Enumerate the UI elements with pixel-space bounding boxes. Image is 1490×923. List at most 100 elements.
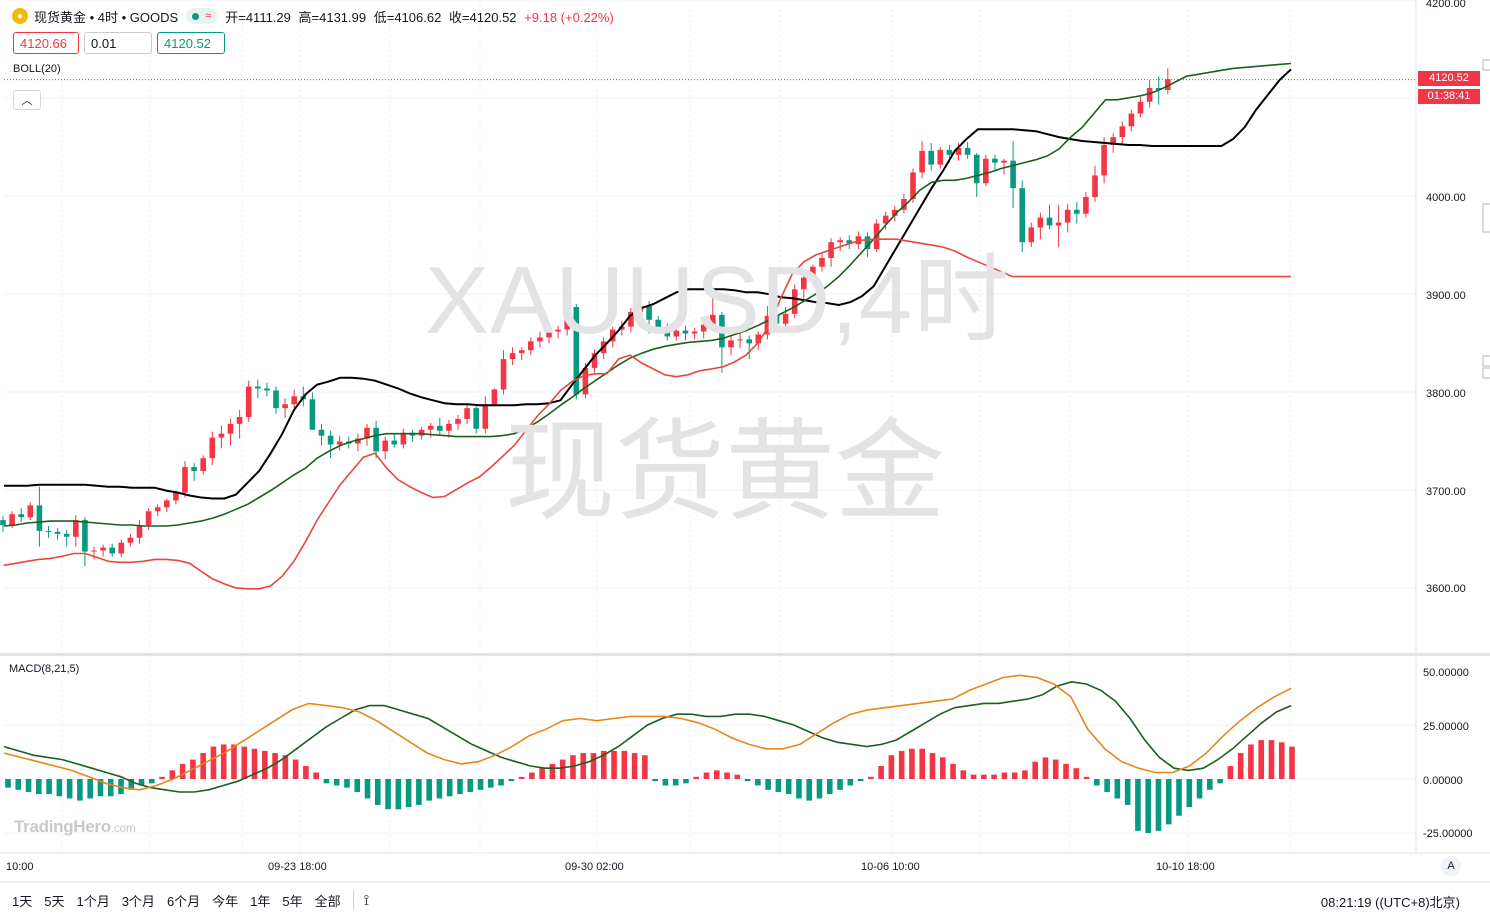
candle — [837, 237, 843, 252]
candle — [928, 143, 934, 171]
macd-histogram-bar — [970, 774, 977, 779]
candle-body — [1146, 88, 1153, 102]
candle — [191, 463, 197, 481]
candle-body — [164, 500, 170, 508]
candle — [728, 335, 734, 356]
timezone-clock[interactable]: 08:21:19 ((UTC+8)北京) — [1320, 895, 1460, 910]
candle-body — [191, 467, 197, 471]
candle-body — [919, 150, 925, 173]
candle — [364, 423, 370, 446]
macd-histogram-bar — [888, 755, 895, 779]
candle-body — [928, 150, 934, 165]
macd-histogram-bar — [313, 772, 319, 779]
timeframe-5d[interactable]: 5天 — [44, 893, 65, 909]
macd-histogram-bar — [66, 779, 73, 799]
symbol-legend: ● 现货黄金 • 4时 • GOODS ≈ 开=4111.29 高=4131.9… — [12, 6, 618, 26]
macd-histogram-bar — [991, 774, 997, 779]
candle — [391, 433, 398, 448]
boll-legend[interactable]: BOLL(20) — [13, 63, 61, 75]
macd-histogram-bar — [816, 779, 823, 799]
macd-histogram-bar — [395, 779, 402, 810]
timeframe-1m[interactable]: 1个月 — [76, 893, 110, 909]
macd-histogram-bar — [354, 779, 361, 792]
macd-histogram-bar — [806, 779, 813, 801]
candle-body — [100, 547, 106, 551]
candle — [45, 525, 52, 538]
candle-body — [1055, 222, 1062, 226]
candle-body — [1137, 101, 1144, 114]
macd-histogram-bar — [826, 779, 833, 795]
compare-range-icon[interactable]: ⟟ — [363, 891, 370, 909]
macd-histogram-bar — [1135, 779, 1141, 831]
auto-scale-button[interactable]: A — [1441, 856, 1461, 876]
macd-histogram-bar — [87, 779, 93, 799]
candle — [127, 533, 134, 547]
candle — [282, 398, 288, 418]
candle — [446, 419, 452, 438]
macd-histogram-bar — [467, 779, 474, 792]
macd-histogram-bar — [1063, 763, 1069, 779]
macd-histogram-bar — [1083, 776, 1090, 779]
side-panel-tab — [1482, 367, 1490, 379]
macd-histogram-bar — [5, 779, 11, 788]
symbol-title[interactable]: 现货黄金 • 4时 • GOODS — [34, 9, 179, 25]
timeframe-6m[interactable]: 6个月 — [166, 893, 201, 909]
candle-body — [1046, 217, 1053, 226]
candle — [154, 504, 161, 517]
macd-histogram-bar — [734, 774, 741, 779]
timeframe-1y[interactable]: 1年 — [250, 893, 271, 909]
timeframe-all[interactable]: 全部 — [314, 893, 341, 909]
macd-histogram-bar — [919, 748, 926, 779]
candle-body — [837, 240, 843, 243]
timeframe-3m[interactable]: 3个月 — [121, 893, 155, 909]
candle-body — [892, 209, 898, 216]
price-axis-label: 3800.00 — [1426, 388, 1466, 400]
macd-histogram — [5, 740, 1295, 833]
candle-body — [391, 440, 398, 445]
collapse-legend-button[interactable]: ︿ — [13, 90, 41, 110]
time-axis-label: 10-06 10:00 — [861, 861, 920, 873]
pane-separator — [0, 653, 1490, 656]
price-axis-label: 3900.00 — [1426, 290, 1466, 302]
sell-button[interactable]: 4120.66 — [13, 32, 79, 54]
candle-body — [573, 307, 580, 395]
candle — [846, 235, 853, 250]
timeframe-ytd[interactable]: 今年 — [212, 893, 239, 909]
candle — [528, 337, 534, 356]
candle — [719, 311, 725, 373]
macd-line — [3, 680, 1292, 793]
market-status-badge[interactable]: ≈ — [186, 8, 218, 24]
macd-histogram-bar — [179, 763, 186, 779]
candle — [63, 529, 70, 547]
candle-body — [154, 507, 161, 512]
candle — [882, 211, 889, 230]
candle-body — [309, 399, 316, 430]
quantity-input[interactable]: 0.01 — [84, 32, 152, 54]
time-axis-label: 09-30 02:00 — [565, 861, 624, 873]
candle — [1037, 212, 1044, 240]
candle-body — [1119, 126, 1126, 138]
candle — [628, 307, 634, 333]
candle-body — [746, 339, 752, 344]
timeframe-5y[interactable]: 5年 — [282, 893, 303, 909]
macd-histogram-bar — [570, 755, 576, 779]
timeframe-1d[interactable]: 1天 — [12, 893, 33, 909]
macd-histogram-bar — [950, 763, 956, 779]
macd-legend[interactable]: MACD(8,21,5) — [9, 663, 80, 675]
macd-histogram-bar — [600, 750, 607, 779]
candle — [455, 415, 461, 430]
candle-body — [218, 433, 225, 438]
candle-body — [491, 389, 498, 405]
candle — [591, 349, 598, 373]
macd-histogram-bar — [652, 779, 658, 782]
candle — [555, 325, 561, 339]
candle — [318, 423, 325, 446]
boll-lower-line — [3, 238, 1291, 590]
candle — [54, 527, 61, 540]
buy-button[interactable]: 4120.52 — [157, 32, 225, 54]
candle — [382, 436, 388, 460]
macd-histogram-bar — [56, 779, 63, 797]
macd-histogram-bar — [1155, 779, 1162, 831]
candle — [1001, 158, 1007, 175]
